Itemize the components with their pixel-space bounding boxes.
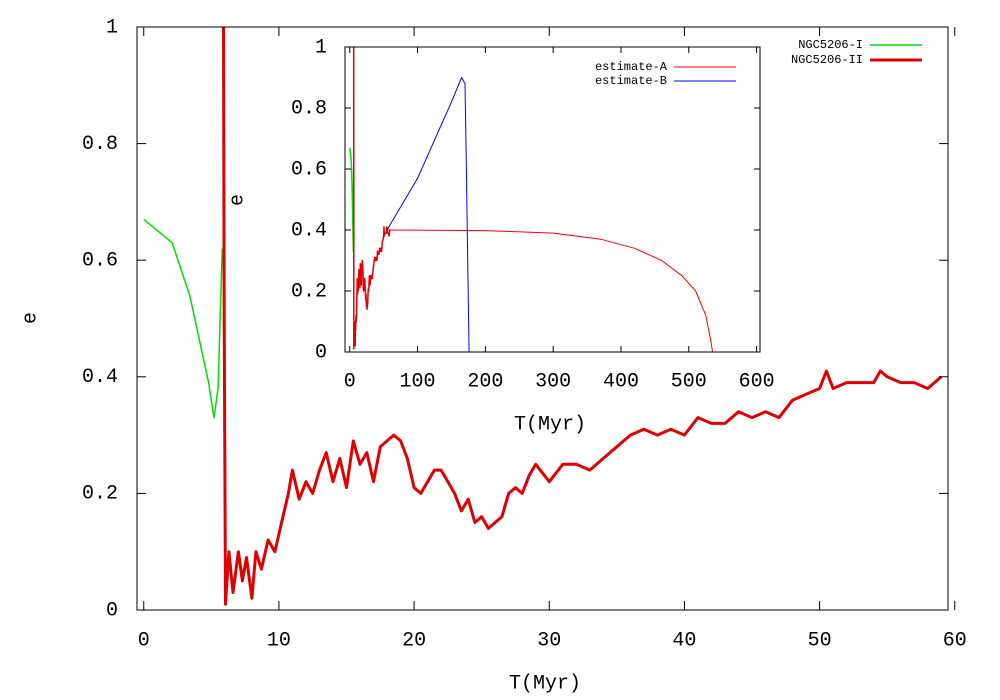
y-tick-label: 0.6 (291, 158, 327, 181)
inset-plot (348, 47, 713, 352)
legend-label: NGC5206-I (798, 38, 863, 52)
y-axis-label: e (226, 194, 249, 206)
x-tick-label: 500 (671, 370, 707, 393)
y-tick-label: 0.4 (291, 219, 327, 242)
x-tick-label: 300 (535, 370, 571, 393)
y-tick-label: 0.2 (82, 483, 118, 506)
y-tick-label: 0.2 (291, 280, 327, 303)
x-tick-label: 200 (467, 370, 503, 393)
series-line (386, 77, 470, 352)
legend-label: estimate-A (595, 60, 668, 74)
y-tick-label: 1 (315, 36, 327, 59)
x-tick-label: 40 (672, 629, 696, 652)
x-axis-label: T(Myr) (514, 413, 586, 436)
plot-border (136, 26, 949, 611)
y-tick-label: 0.8 (82, 133, 118, 156)
x-axis-label: T(Myr) (509, 672, 581, 695)
y-tick-label: 0 (106, 599, 118, 622)
legend-label: NGC5206-II (791, 53, 863, 67)
series-line (143, 218, 223, 419)
y-tick-label: 1 (106, 16, 118, 39)
x-tick-label: 20 (402, 629, 426, 652)
x-tick-label: 400 (603, 370, 639, 393)
legend-label: estimate-B (595, 74, 667, 88)
x-tick-label: 600 (739, 370, 775, 393)
plot-border (344, 46, 761, 353)
y-tick-label: 0.4 (82, 366, 118, 389)
series-line (352, 47, 391, 350)
x-tick-label: 0 (138, 629, 150, 652)
x-tick-label: 30 (537, 629, 561, 652)
x-tick-label: 10 (267, 629, 291, 652)
y-tick-label: 0.8 (291, 97, 327, 120)
x-tick-label: 60 (943, 629, 967, 652)
x-tick-label: 0 (344, 370, 356, 393)
plot-area (345, 47, 760, 352)
series-line (222, 26, 943, 606)
y-tick-label: 0 (315, 341, 327, 364)
y-axis-label: e (19, 312, 42, 324)
x-tick-label: 50 (808, 629, 832, 652)
x-tick-label: 100 (400, 370, 436, 393)
series-line (386, 229, 713, 352)
y-tick-label: 0.6 (82, 249, 118, 272)
